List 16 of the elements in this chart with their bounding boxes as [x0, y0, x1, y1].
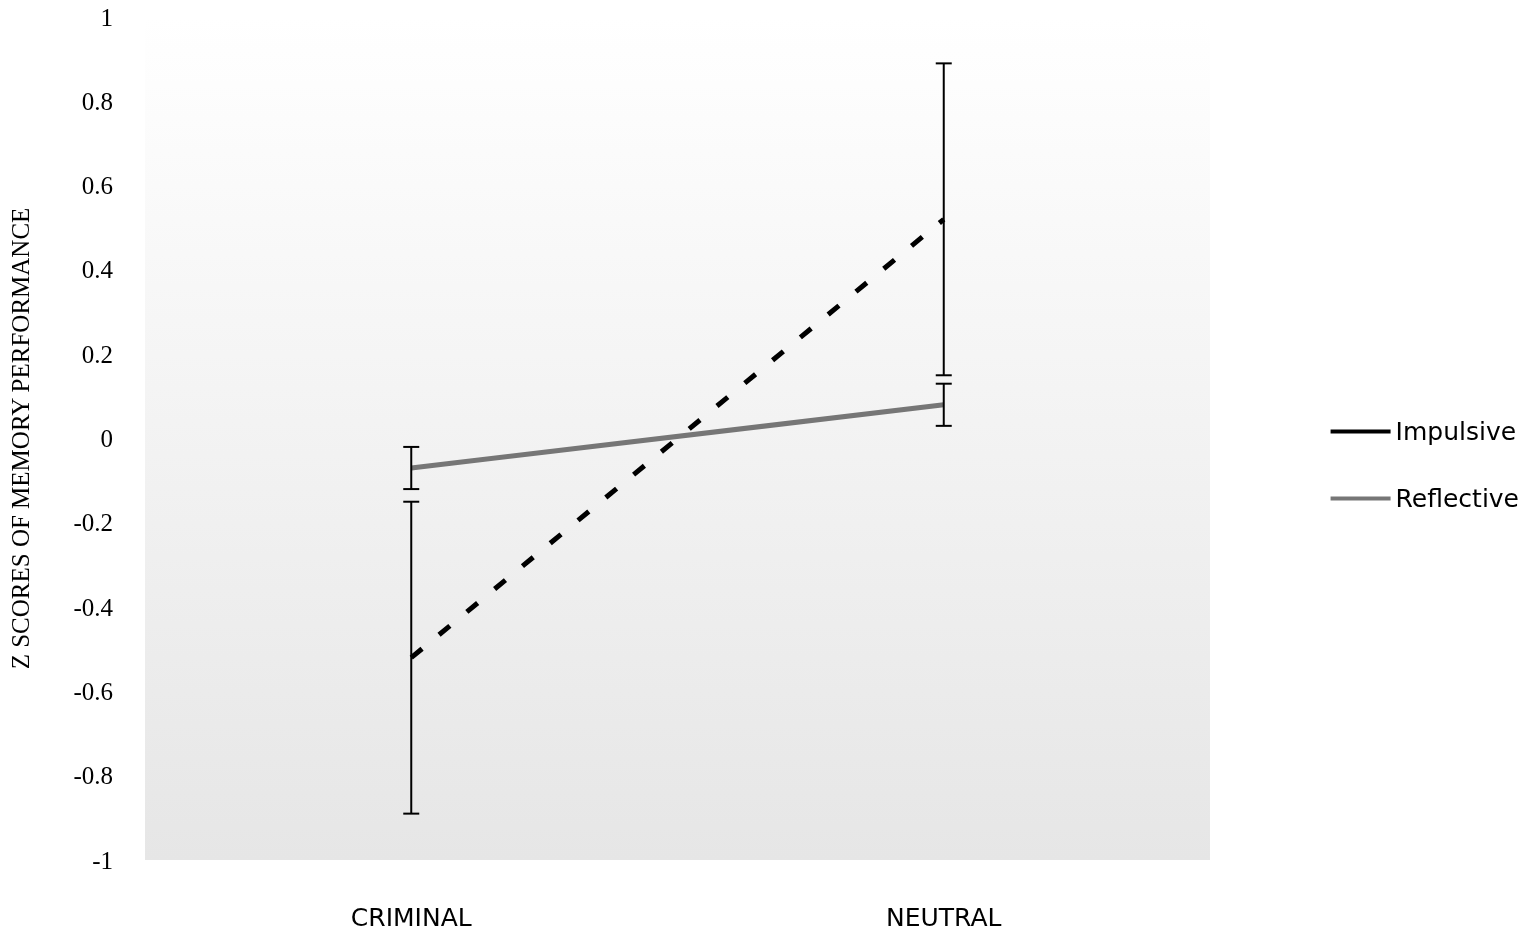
- y-tick-label: -0.2: [73, 509, 113, 537]
- y-tick-label: 0.8: [81, 87, 113, 115]
- y-tick-label: 0: [100, 425, 113, 452]
- y-tick-label: 1: [100, 3, 113, 31]
- y-tick-label: -0.8: [73, 762, 113, 790]
- y-tick-label: -0.4: [73, 593, 114, 621]
- y-tick-label: -1: [92, 846, 113, 874]
- y-tick-label: 0.6: [81, 172, 113, 200]
- y-tick-label: 0.2: [81, 340, 113, 368]
- y-tick-label: 0.4: [81, 256, 114, 284]
- legend-label: Impulsive: [1395, 417, 1517, 446]
- x-tick-label: NEUTRAL: [886, 903, 1002, 930]
- y-tick-label: -0.6: [73, 677, 113, 705]
- y-axis-title: Z SCORES OF MEMORY PERFORMANCE: [7, 207, 34, 670]
- x-tick-label: CRIMINAL: [350, 903, 472, 930]
- legend-label: Reflective: [1395, 484, 1520, 513]
